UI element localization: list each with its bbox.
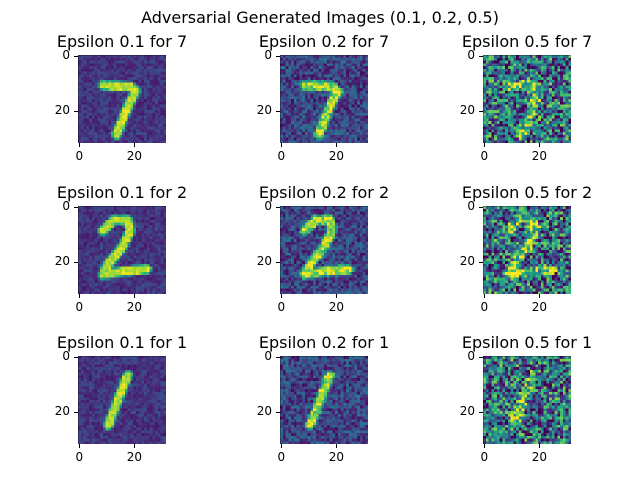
x-tick-mark (335, 294, 337, 298)
x-tick-label: 0 (480, 450, 489, 464)
x-tick-mark (280, 444, 282, 448)
x-tick-mark (78, 294, 80, 298)
y-tick-label: 20 (256, 254, 272, 269)
x-tick-label: 0 (277, 450, 286, 464)
x-tick-label: 0 (75, 300, 84, 314)
panel-title: Epsilon 0.1 for 2 (56, 183, 188, 202)
panel-title: Epsilon 0.2 for 1 (258, 333, 390, 352)
x-tick-mark (483, 444, 485, 448)
adversarial-image (483, 356, 571, 444)
x-tick-label: 0 (480, 300, 489, 314)
x-tick-mark (483, 294, 485, 298)
y-tick-label: 0 (264, 349, 272, 364)
y-tick-label: 20 (459, 254, 475, 269)
y-tick-mark (479, 110, 483, 112)
y-tick-mark (276, 55, 280, 57)
y-tick-label: 0 (264, 199, 272, 214)
x-tick-mark (78, 143, 80, 147)
y-tick-mark (276, 206, 280, 208)
panel-title: Epsilon 0.1 for 7 (56, 32, 188, 51)
y-tick-label: 20 (54, 103, 70, 118)
y-tick-mark (276, 356, 280, 358)
y-tick-mark (74, 206, 78, 208)
panel-title: Epsilon 0.5 for 2 (461, 183, 593, 202)
x-tick-label: 20 (126, 300, 143, 314)
adversarial-image (483, 206, 571, 294)
y-tick-label: 0 (467, 48, 475, 63)
x-tick-label: 20 (126, 450, 143, 464)
y-tick-mark (276, 261, 280, 263)
x-tick-mark (483, 143, 485, 147)
panel-title: Epsilon 0.2 for 7 (258, 32, 390, 51)
y-tick-mark (479, 261, 483, 263)
adversarial-image (483, 55, 571, 143)
y-tick-label: 0 (264, 48, 272, 63)
x-tick-label: 20 (126, 149, 143, 163)
y-tick-label: 20 (459, 404, 475, 419)
x-tick-label: 0 (75, 450, 84, 464)
x-tick-label: 20 (328, 149, 345, 163)
y-tick-mark (479, 411, 483, 413)
x-tick-label: 20 (531, 450, 548, 464)
adversarial-image (78, 55, 166, 143)
y-tick-label: 20 (54, 404, 70, 419)
x-tick-label: 20 (328, 300, 345, 314)
y-tick-label: 20 (54, 254, 70, 269)
x-tick-label: 0 (480, 149, 489, 163)
panel-title: Epsilon 0.5 for 7 (461, 32, 593, 51)
x-tick-mark (280, 294, 282, 298)
y-tick-label: 20 (256, 404, 272, 419)
x-tick-mark (335, 444, 337, 448)
y-tick-mark (74, 55, 78, 57)
x-tick-label: 0 (75, 149, 84, 163)
adversarial-image (280, 206, 368, 294)
x-tick-label: 20 (531, 300, 548, 314)
figure-suptitle: Adversarial Generated Images (0.1, 0.2, … (141, 8, 499, 27)
adversarial-image (78, 206, 166, 294)
panel-title: Epsilon 0.1 for 1 (56, 333, 188, 352)
y-tick-mark (276, 411, 280, 413)
x-tick-mark (538, 294, 540, 298)
y-tick-label: 0 (467, 199, 475, 214)
y-tick-mark (479, 206, 483, 208)
x-tick-mark (280, 143, 282, 147)
y-tick-mark (276, 110, 280, 112)
y-tick-label: 0 (62, 199, 70, 214)
y-tick-mark (479, 356, 483, 358)
x-tick-mark (133, 294, 135, 298)
adversarial-image (78, 356, 166, 444)
x-tick-mark (538, 143, 540, 147)
y-tick-label: 20 (459, 103, 475, 118)
y-tick-label: 20 (256, 103, 272, 118)
y-tick-mark (74, 110, 78, 112)
y-tick-mark (479, 55, 483, 57)
y-tick-mark (74, 411, 78, 413)
y-tick-label: 0 (62, 349, 70, 364)
y-tick-mark (74, 261, 78, 263)
y-tick-mark (74, 356, 78, 358)
y-tick-label: 0 (62, 48, 70, 63)
x-tick-mark (133, 143, 135, 147)
x-tick-mark (133, 444, 135, 448)
y-tick-label: 0 (467, 349, 475, 364)
panel-title: Epsilon 0.2 for 2 (258, 183, 390, 202)
x-tick-label: 0 (277, 300, 286, 314)
x-tick-mark (538, 444, 540, 448)
x-tick-label: 0 (277, 149, 286, 163)
adversarial-image (280, 356, 368, 444)
x-tick-mark (335, 143, 337, 147)
x-tick-label: 20 (328, 450, 345, 464)
panel-title: Epsilon 0.5 for 1 (461, 333, 593, 352)
x-tick-mark (78, 444, 80, 448)
x-tick-label: 20 (531, 149, 548, 163)
adversarial-image (280, 55, 368, 143)
